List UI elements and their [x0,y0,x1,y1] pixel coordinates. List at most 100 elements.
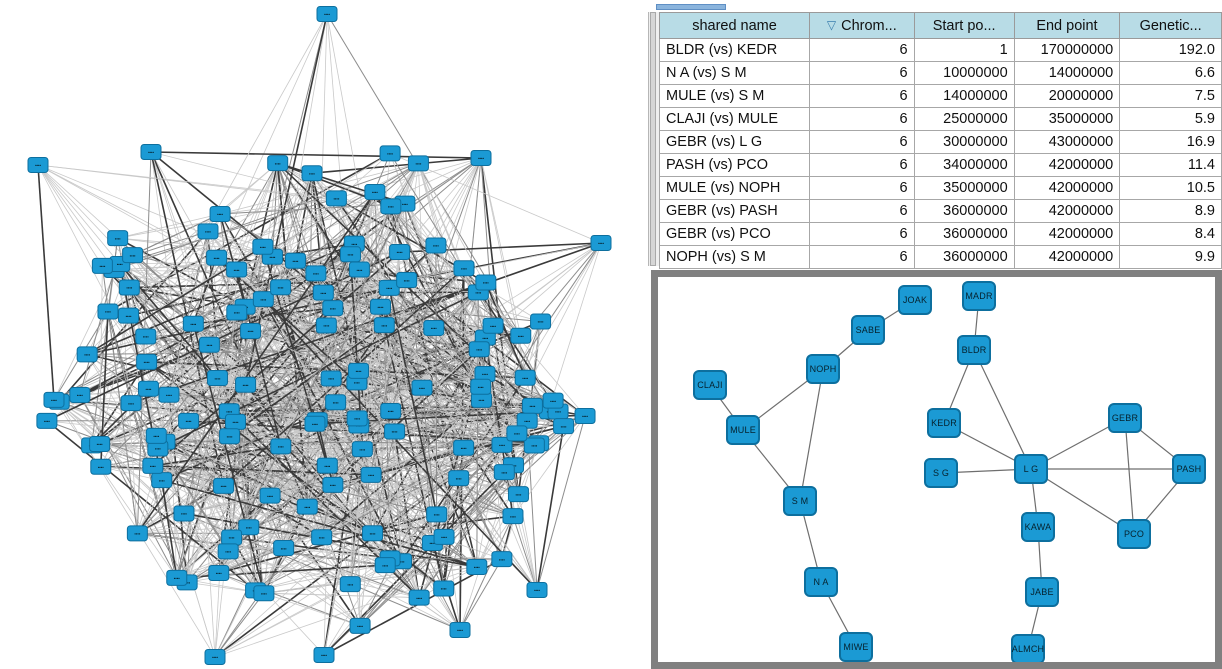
full-network-node[interactable] [339,576,361,593]
table-row[interactable]: N A (vs) S M 6 10000000 14000000 6.6 [658,61,1222,85]
subnetwork-node-pco[interactable]: PCO [1117,519,1151,549]
full-network-node[interactable] [311,529,333,546]
full-network-node[interactable] [491,436,513,453]
full-network-node[interactable] [360,466,382,483]
full-network-node[interactable] [36,412,58,429]
cell-genetic-distance[interactable]: 9.9 [1119,245,1222,269]
full-network-node[interactable] [491,551,513,568]
full-network-node[interactable] [590,235,612,251]
full-network-node[interactable] [238,519,260,536]
cell-start-point[interactable]: 1 [913,38,1015,62]
full-network-node[interactable] [362,525,384,542]
cell-start-point[interactable]: 10000000 [913,61,1015,85]
cell-start-point[interactable]: 34000000 [913,153,1015,177]
full-network-node[interactable] [145,427,167,444]
subnetwork-node-miwe[interactable]: MIWE [839,632,873,662]
full-network-node[interactable] [209,205,231,222]
full-network-node[interactable] [514,369,536,386]
full-network-node[interactable] [235,376,257,393]
full-network-node[interactable] [273,540,295,557]
subnetwork-node-jabe[interactable]: JABE [1025,577,1059,607]
table-tab-indicator[interactable] [656,4,726,10]
full-network-node[interactable] [374,557,396,574]
table-row[interactable]: PASH (vs) PCO 6 34000000 42000000 11.4 [658,153,1222,177]
cell-end-point[interactable]: 42000000 [1013,222,1121,246]
subnetwork-view[interactable]: CLAJI MULE NOPH SABE JOAK S M N A MIWE MADR BLDR K… [651,270,1222,669]
full-network-node[interactable] [364,184,386,201]
subnetwork-node-kedr[interactable]: KEDR [927,408,961,438]
cell-shared-name[interactable]: N A (vs) S M [658,61,811,85]
table-row[interactable]: GEBR (vs) PCO 6 36000000 42000000 8.4 [658,222,1222,246]
full-network-node[interactable] [449,622,471,638]
full-network-node[interactable] [523,437,545,454]
full-network-node[interactable] [380,198,402,215]
full-network-node[interactable] [475,274,497,291]
full-network-node[interactable] [97,303,119,320]
subnetwork-edge[interactable] [1030,468,1135,535]
cell-chromosome[interactable]: 6 [809,245,915,269]
full-network-node[interactable] [122,247,144,264]
cell-shared-name[interactable]: GEBR (vs) PCO [658,222,811,246]
cell-genetic-distance[interactable]: 7.5 [1119,84,1222,108]
full-network-node[interactable] [339,246,361,263]
full-network-node[interactable] [379,145,401,162]
full-network-node[interactable] [69,386,91,403]
cell-end-point[interactable]: 14000000 [1013,61,1121,85]
full-network-node[interactable] [506,425,528,442]
subnetwork-node-joak[interactable]: JOAK [898,285,932,315]
cell-genetic-distance[interactable]: 16.9 [1119,130,1222,154]
full-network-node[interactable] [142,457,164,474]
full-network-node[interactable] [118,307,140,324]
full-network-node[interactable] [305,265,327,282]
full-network-node[interactable] [301,165,323,182]
cell-genetic-distance[interactable]: 5.9 [1119,107,1222,131]
subnetwork-node-almch[interactable]: ALMCH [1011,634,1045,662]
full-network-node[interactable] [482,317,504,334]
full-network-node[interactable] [284,252,306,269]
full-network-node[interactable] [91,257,113,274]
cell-genetic-distance[interactable]: 10.5 [1119,176,1222,200]
full-network-node[interactable] [296,498,318,515]
cell-end-point[interactable]: 35000000 [1013,107,1121,131]
subnetwork-node-mule[interactable]: MULE [726,415,760,445]
full-network-node[interactable] [493,464,515,481]
full-network-node[interactable] [135,328,157,345]
full-network-node[interactable] [542,392,564,409]
full-network-node[interactable] [158,386,180,403]
scrollbar-thumb[interactable] [650,12,656,266]
full-network-node[interactable] [384,423,406,440]
full-network-node[interactable] [470,150,492,166]
table-row[interactable]: NOPH (vs) S M 6 36000000 42000000 9.9 [658,245,1222,269]
cell-end-point[interactable]: 42000000 [1013,176,1121,200]
full-network-node[interactable] [325,190,347,207]
full-network-node[interactable] [507,486,529,503]
full-network-node[interactable] [206,249,228,266]
full-network-node[interactable] [43,391,65,408]
full-network-node[interactable] [510,327,532,344]
full-network-node[interactable] [226,304,248,321]
cell-end-point[interactable]: 42000000 [1013,153,1121,177]
full-network-node[interactable] [466,558,488,575]
full-network-node[interactable] [197,223,219,240]
cell-shared-name[interactable]: MULE (vs) NOPH [658,176,811,200]
cell-shared-name[interactable]: CLAJI (vs) MULE [658,107,811,131]
cell-shared-name[interactable]: MULE (vs) S M [658,84,811,108]
full-network-node[interactable] [349,617,371,634]
full-network-node[interactable] [325,394,347,411]
full-network-node[interactable] [453,439,475,456]
full-network-node[interactable] [107,230,129,247]
cell-genetic-distance[interactable]: 8.4 [1119,222,1222,246]
cell-genetic-distance[interactable]: 8.9 [1119,199,1222,223]
full-network-node[interactable] [470,378,492,395]
cell-end-point[interactable]: 43000000 [1013,130,1121,154]
full-network-view[interactable]: •••• •••• •••• •••• •••• •••• •••• •••• •••• ••••… [0,0,645,669]
full-network-node[interactable] [322,300,344,317]
full-network-node[interactable] [351,441,373,458]
cell-chromosome[interactable]: 6 [809,84,915,108]
full-network-node[interactable] [425,237,447,254]
full-network-node[interactable] [217,543,239,560]
full-network-node[interactable] [126,525,148,542]
full-network-node[interactable] [259,487,281,504]
cell-end-point[interactable]: 42000000 [1013,199,1121,223]
cell-start-point[interactable]: 35000000 [913,176,1015,200]
